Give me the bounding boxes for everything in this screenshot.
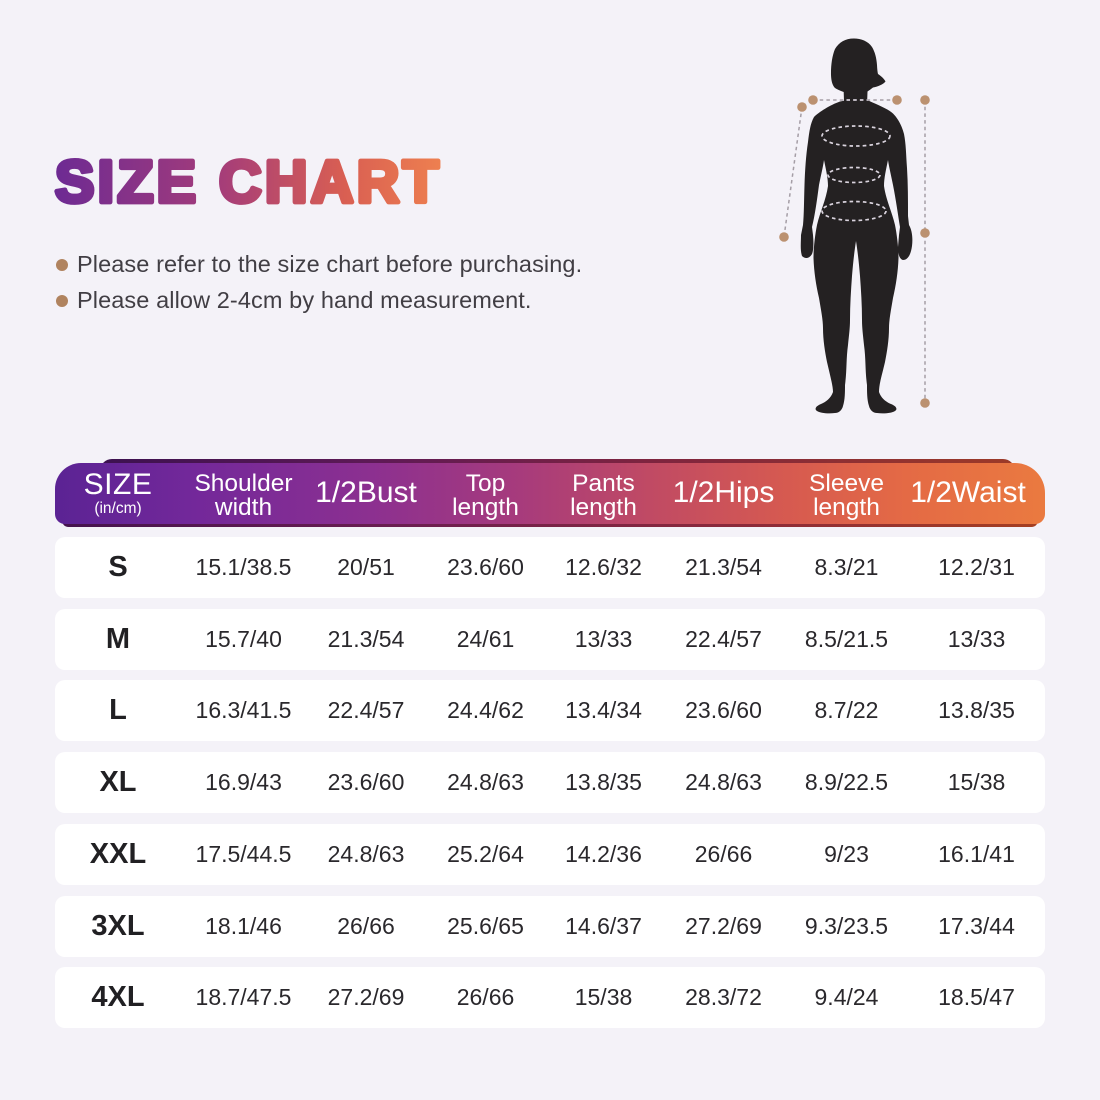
svg-text:SIZE CHART: SIZE CHART bbox=[55, 149, 442, 215]
